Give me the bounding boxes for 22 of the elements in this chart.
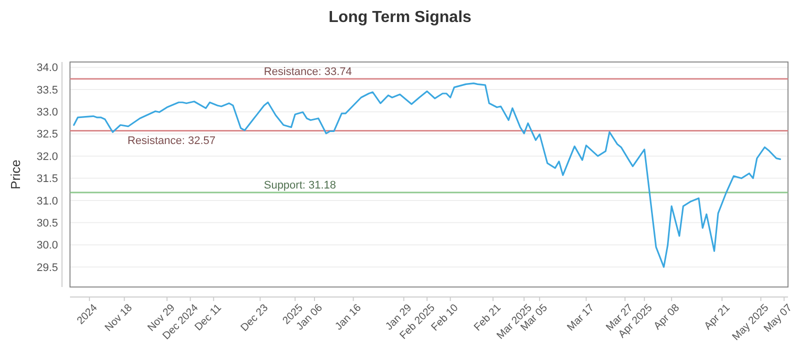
chart-title: Long Term Signals <box>328 9 472 26</box>
x-tick-label: Apr 08 <box>652 302 682 332</box>
ref-line-label: Resistance: 33.74 <box>264 66 352 78</box>
x-tick-label: Jan 16 <box>332 302 364 333</box>
y-tick-label: 34.0 <box>36 62 58 74</box>
y-tick-label: 29.5 <box>36 262 58 274</box>
y-tick-label: 32.0 <box>36 150 58 163</box>
y-tick-label: 30.5 <box>36 218 58 230</box>
line-series <box>73 82 782 268</box>
x-tick-label: Dec 23 <box>238 302 271 334</box>
y-tick-label: 33.5 <box>36 84 58 96</box>
y-tick-label: 31.0 <box>36 195 58 208</box>
y-axis-title: Price <box>8 160 23 190</box>
y-tick-label: 31.5 <box>36 173 58 186</box>
y-tick-label: 30.0 <box>36 240 58 252</box>
x-tick-label: Nov 18 <box>102 302 135 334</box>
x-tick-label: Apr 21 <box>702 302 732 332</box>
ref-line-label: Support: 31.18 <box>264 179 336 192</box>
y-tick-label: 32.5 <box>36 128 58 141</box>
x-tick-label: Mar 17 <box>564 302 597 334</box>
ref-line-label: Resistance: 32.57 <box>127 134 216 147</box>
y-tick-label: 33.0 <box>36 106 58 119</box>
